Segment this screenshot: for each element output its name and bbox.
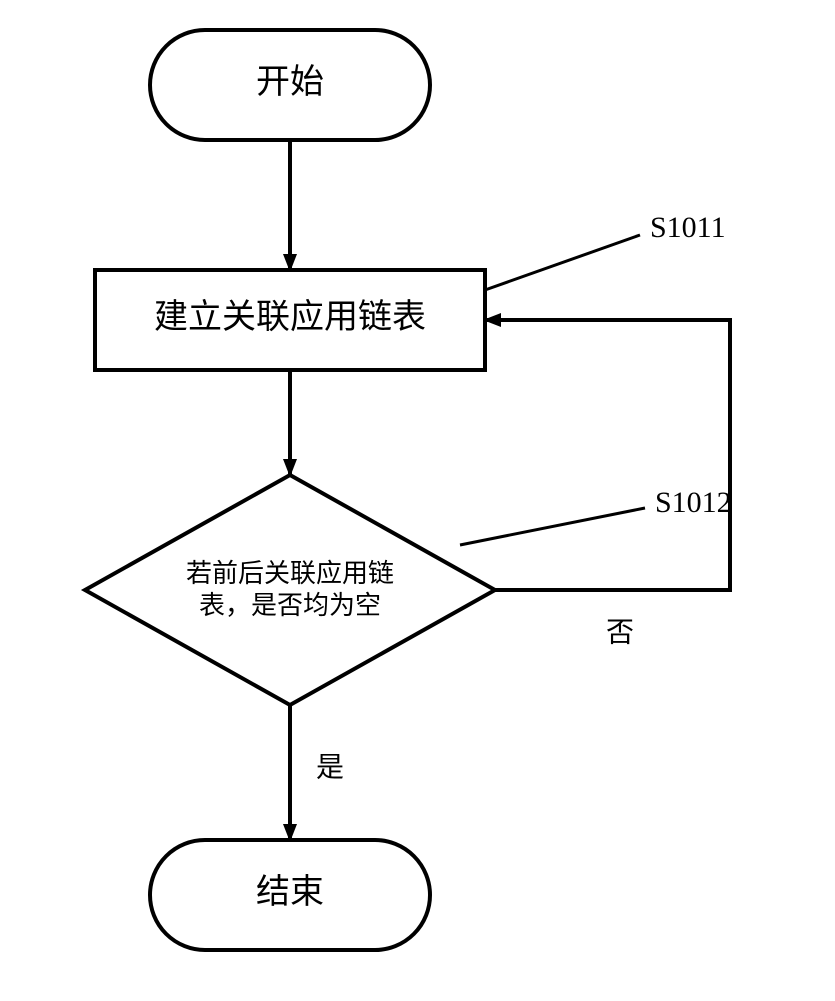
ref-ref-s1011-label: S1011 bbox=[650, 211, 726, 244]
node-decision-label-line1: 若前后关联应用链 bbox=[186, 559, 394, 588]
node-start: 开始 bbox=[150, 30, 430, 140]
node-process: 建立关联应用链表 bbox=[95, 270, 485, 370]
node-start-label: 开始 bbox=[256, 63, 324, 101]
node-end-label: 结束 bbox=[256, 873, 324, 911]
node-decision-label-line2: 表，是否均为空 bbox=[199, 591, 381, 620]
edge-e-decision-end-yes: 是 bbox=[290, 705, 344, 840]
ref-ref-s1012-label: S1012 bbox=[655, 486, 732, 519]
edge-e-decision-end-yes-label: 是 bbox=[316, 752, 344, 783]
edge-e-decision-process-no-label: 否 bbox=[606, 617, 634, 648]
ref-ref-s1012: S1012 bbox=[460, 486, 732, 545]
ref-ref-s1011: S1011 bbox=[485, 211, 726, 290]
node-end: 结束 bbox=[150, 840, 430, 950]
node-decision: 若前后关联应用链表，是否均为空 bbox=[85, 475, 495, 705]
node-process-label: 建立关联应用链表 bbox=[154, 298, 426, 336]
flowchart-diagram: 是 否 开始建立关联应用链表若前后关联应用链表，是否均为空结束 S1011 S101… bbox=[0, 0, 835, 1001]
edge-e-decision-process-no: 否 bbox=[485, 320, 730, 648]
